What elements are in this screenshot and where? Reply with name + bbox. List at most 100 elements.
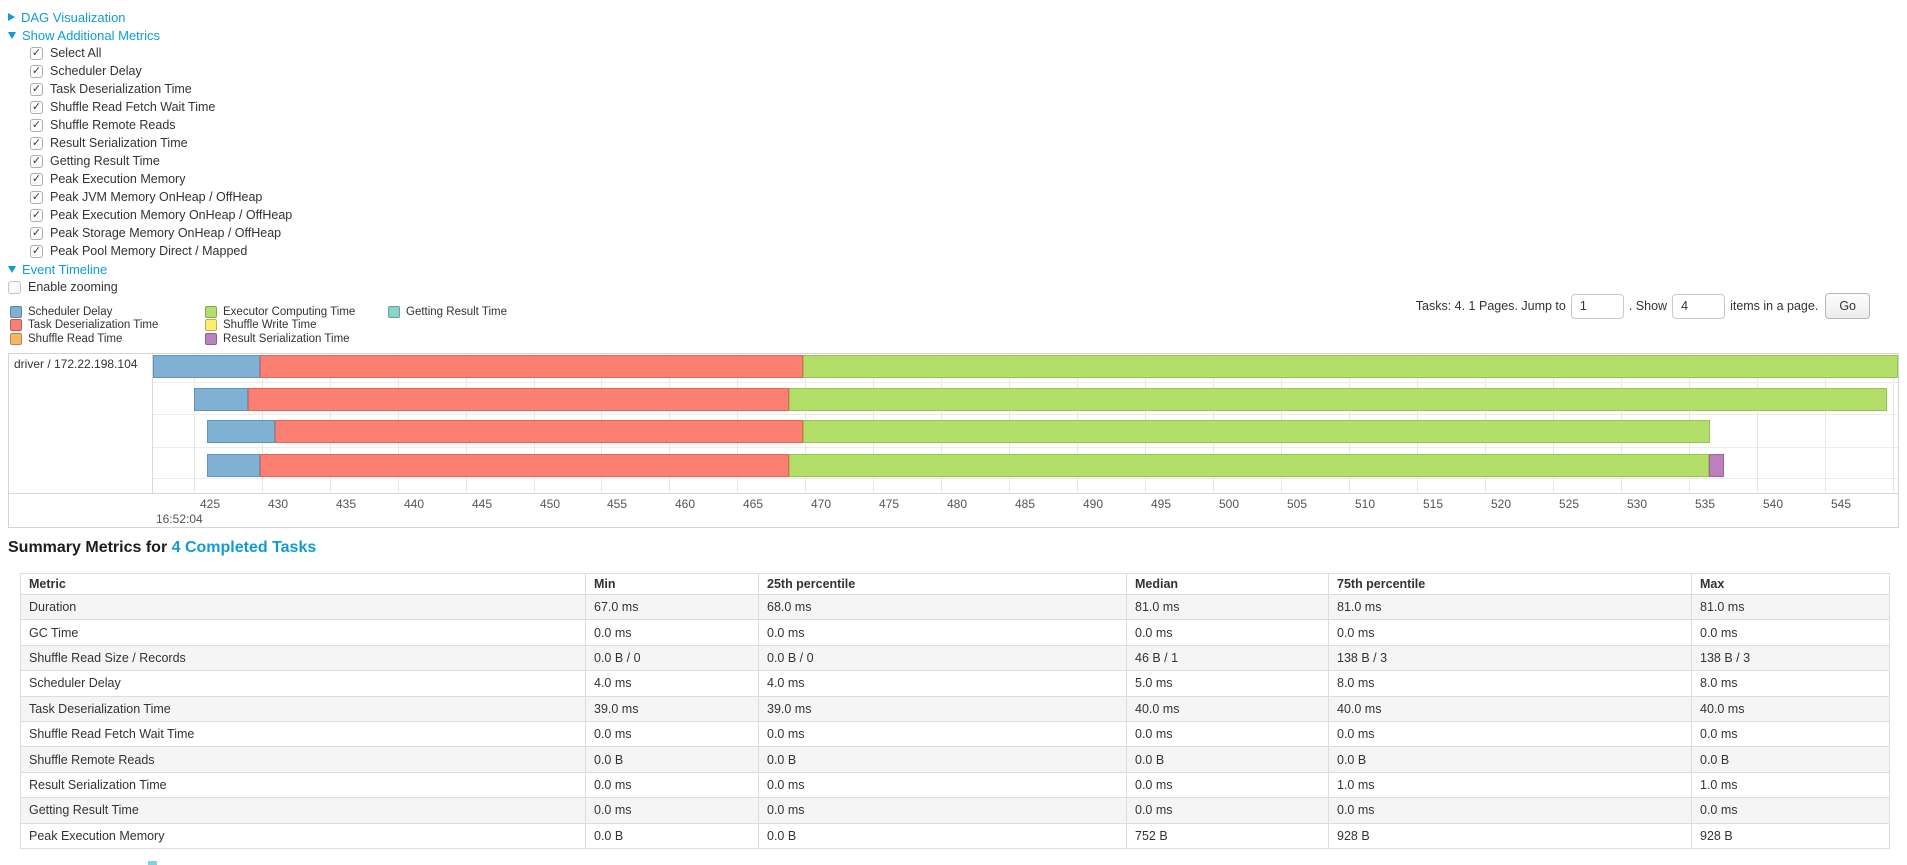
x-axis-tick-label: 455 [607,497,628,511]
task-bar-task_deserialization[interactable] [275,420,803,443]
metric-name-cell: Task Deserialization Time [20,695,586,722]
metric-name-cell: Peak Execution Memory [20,822,586,849]
completed-tasks-link[interactable]: 4 Completed Tasks [171,539,317,556]
metric-value-cell: 0.0 ms [758,797,1127,824]
timeline-group-cell: driver / 172.22.198.104 [9,354,153,493]
timeline-plot-area[interactable]: 425 430 435 440 445 450 455 460 465 470 475 480 485 4… [153,354,1898,527]
metric-checkbox-row[interactable]: ✓ Shuffle Remote Reads [8,116,292,134]
executor_computing-legend-swatch [205,305,217,318]
x-axis-tick-label: 510 [1355,497,1376,511]
x-axis-tick-label: 535 [1695,497,1716,511]
task-bar-executor_computing[interactable] [789,388,1888,411]
legend-item-label: Shuffle Read Time [28,332,123,345]
metric-value-cell: 0.0 ms [1691,797,1890,824]
x-axis-tick-label: 505 [1287,497,1308,511]
x-axis-tick-label: 435 [336,497,357,511]
enable-zooming-checkbox[interactable] [8,280,21,294]
metric-checkbox-label: Peak Execution Memory [50,172,186,186]
shuffle_read-legend-swatch [10,332,22,345]
summary-column-header: Metric [20,573,586,595]
checkbox-icon[interactable]: ✓ [30,118,43,132]
show-additional-metrics-toggle[interactable]: Show Additional Metrics [8,28,160,43]
chevron-down-icon [8,265,16,273]
checkbox-icon[interactable]: ✓ [30,136,43,150]
metric-checkbox-label: Getting Result Time [50,154,160,168]
metric-checkbox-row[interactable]: ✓ Task Deserialization Time [8,80,292,98]
timeline-gridline [1893,354,1894,493]
task-bar-executor_computing[interactable] [802,355,1898,378]
metric-checkbox-row[interactable]: ✓ Peak JVM Memory OnHeap / OffHeap [8,188,292,206]
task-bar-task_deserialization[interactable] [248,388,790,411]
x-axis-line [153,493,1898,494]
table-row: Scheduler Delay 4.0 ms 4.0 ms 5.0 ms 8.0 ms 8… [20,670,1890,697]
metric-checkbox-row[interactable]: ✓ Peak Execution Memory [8,170,292,188]
metric-name-cell: Duration [20,593,586,621]
scheduler_delay-legend-swatch [10,305,22,318]
metric-checkbox-row[interactable]: ✓ Getting Result Time [8,152,292,170]
summary-column-header: Min [585,573,759,595]
checkbox-icon[interactable]: ✓ [30,226,43,240]
legend-item-label: Scheduler Delay [28,305,113,318]
checkbox-icon[interactable]: ✓ [30,208,43,222]
task-bar-executor_computing[interactable] [789,454,1710,477]
summary-metrics-table: Metric Min 25th percentile Median 75th perce… [20,573,1890,849]
checkbox-icon[interactable]: ✓ [30,190,43,204]
metric-name-cell: Shuffle Read Size / Records [20,644,586,672]
checkbox-icon[interactable]: ✓ [30,64,43,78]
metric-name-cell: Shuffle Read Fetch Wait Time [20,720,586,748]
metric-value-cell: 138 B / 3 [1328,644,1692,672]
event-timeline-toggle[interactable]: Event Timeline [8,262,107,277]
metric-value-cell: 0.0 ms [1328,797,1692,824]
checkbox-icon[interactable]: ✓ [30,244,43,258]
result_serialization-legend-swatch [205,332,217,345]
metric-checkbox-row[interactable]: ✓ Peak Storage Memory OnHeap / OffHeap [8,224,292,242]
enable-zooming-row[interactable]: Enable zooming [8,278,292,296]
metric-checkbox-row[interactable]: ✓ Scheduler Delay [8,62,292,80]
x-axis-tick-label: 485 [1015,497,1036,511]
legend-item: Result Serialization Time [205,332,355,346]
metric-value-cell: 40.0 ms [1328,695,1692,722]
metric-checkbox-label: Shuffle Read Fetch Wait Time [50,100,216,114]
metric-value-cell: 0.0 ms [585,797,759,824]
checkbox-icon[interactable]: ✓ [30,100,43,114]
x-axis-tick-label: 440 [404,497,425,511]
metric-checkbox-row[interactable]: ✓ Select All [8,44,292,62]
metric-name-cell: Getting Result Time [20,797,586,824]
task-bar-task_deserialization[interactable] [260,454,790,477]
task-bar-scheduler_delay[interactable] [207,454,261,477]
metric-checkbox-row[interactable]: ✓ Peak Pool Memory Direct / Mapped [8,242,292,260]
task-bar-scheduler_delay[interactable] [153,355,261,378]
checkbox-icon[interactable]: ✓ [30,172,43,186]
x-axis-tick-label: 495 [1151,497,1172,511]
metric-value-cell: 0.0 B [585,822,759,849]
pagination-mid-text: . Show [1628,299,1668,313]
metric-value-cell: 5.0 ms [1126,670,1329,697]
checkbox-icon[interactable]: ✓ [30,46,43,60]
metric-value-cell: 0.0 ms [585,720,759,748]
summary-title-prefix: Summary Metrics for [8,539,172,556]
lane-separator [153,414,1898,415]
x-axis-tick-label: 465 [743,497,764,511]
task-bar-task_deserialization[interactable] [260,355,803,378]
legend-item: Shuffle Write Time [205,319,355,333]
metric-value-cell: 81.0 ms [1126,593,1329,621]
legend-item-label: Result Serialization Time [223,332,350,345]
metric-value-cell: 1.0 ms [1691,771,1890,799]
x-axis-major-label: 16:52:04 [156,512,203,526]
items-per-page-input[interactable] [1672,293,1726,319]
checkbox-icon[interactable]: ✓ [30,154,43,168]
metric-checkbox-row[interactable]: ✓ Shuffle Read Fetch Wait Time [8,98,292,116]
task-bar-executor_computing[interactable] [802,420,1711,443]
task-bar-scheduler_delay[interactable] [207,420,276,443]
x-axis-tick-label: 500 [1219,497,1240,511]
metric-checkbox-row[interactable]: ✓ Peak Execution Memory OnHeap / OffHeap [8,206,292,224]
go-button[interactable]: Go [1825,293,1870,319]
x-axis-tick-label: 480 [947,497,968,511]
task-bar-result_serialization[interactable] [1709,454,1725,477]
checkbox-icon[interactable]: ✓ [30,82,43,96]
jump-to-page-input[interactable] [1570,293,1624,319]
task-pagination: Tasks: 4. 1 Pages. Jump to . Show items … [1416,293,1870,319]
task-bar-scheduler_delay[interactable] [193,388,249,411]
metric-checkbox-row[interactable]: ✓ Result Serialization Time [8,134,292,152]
dag-visualization-toggle[interactable]: DAG Visualization [8,10,126,25]
